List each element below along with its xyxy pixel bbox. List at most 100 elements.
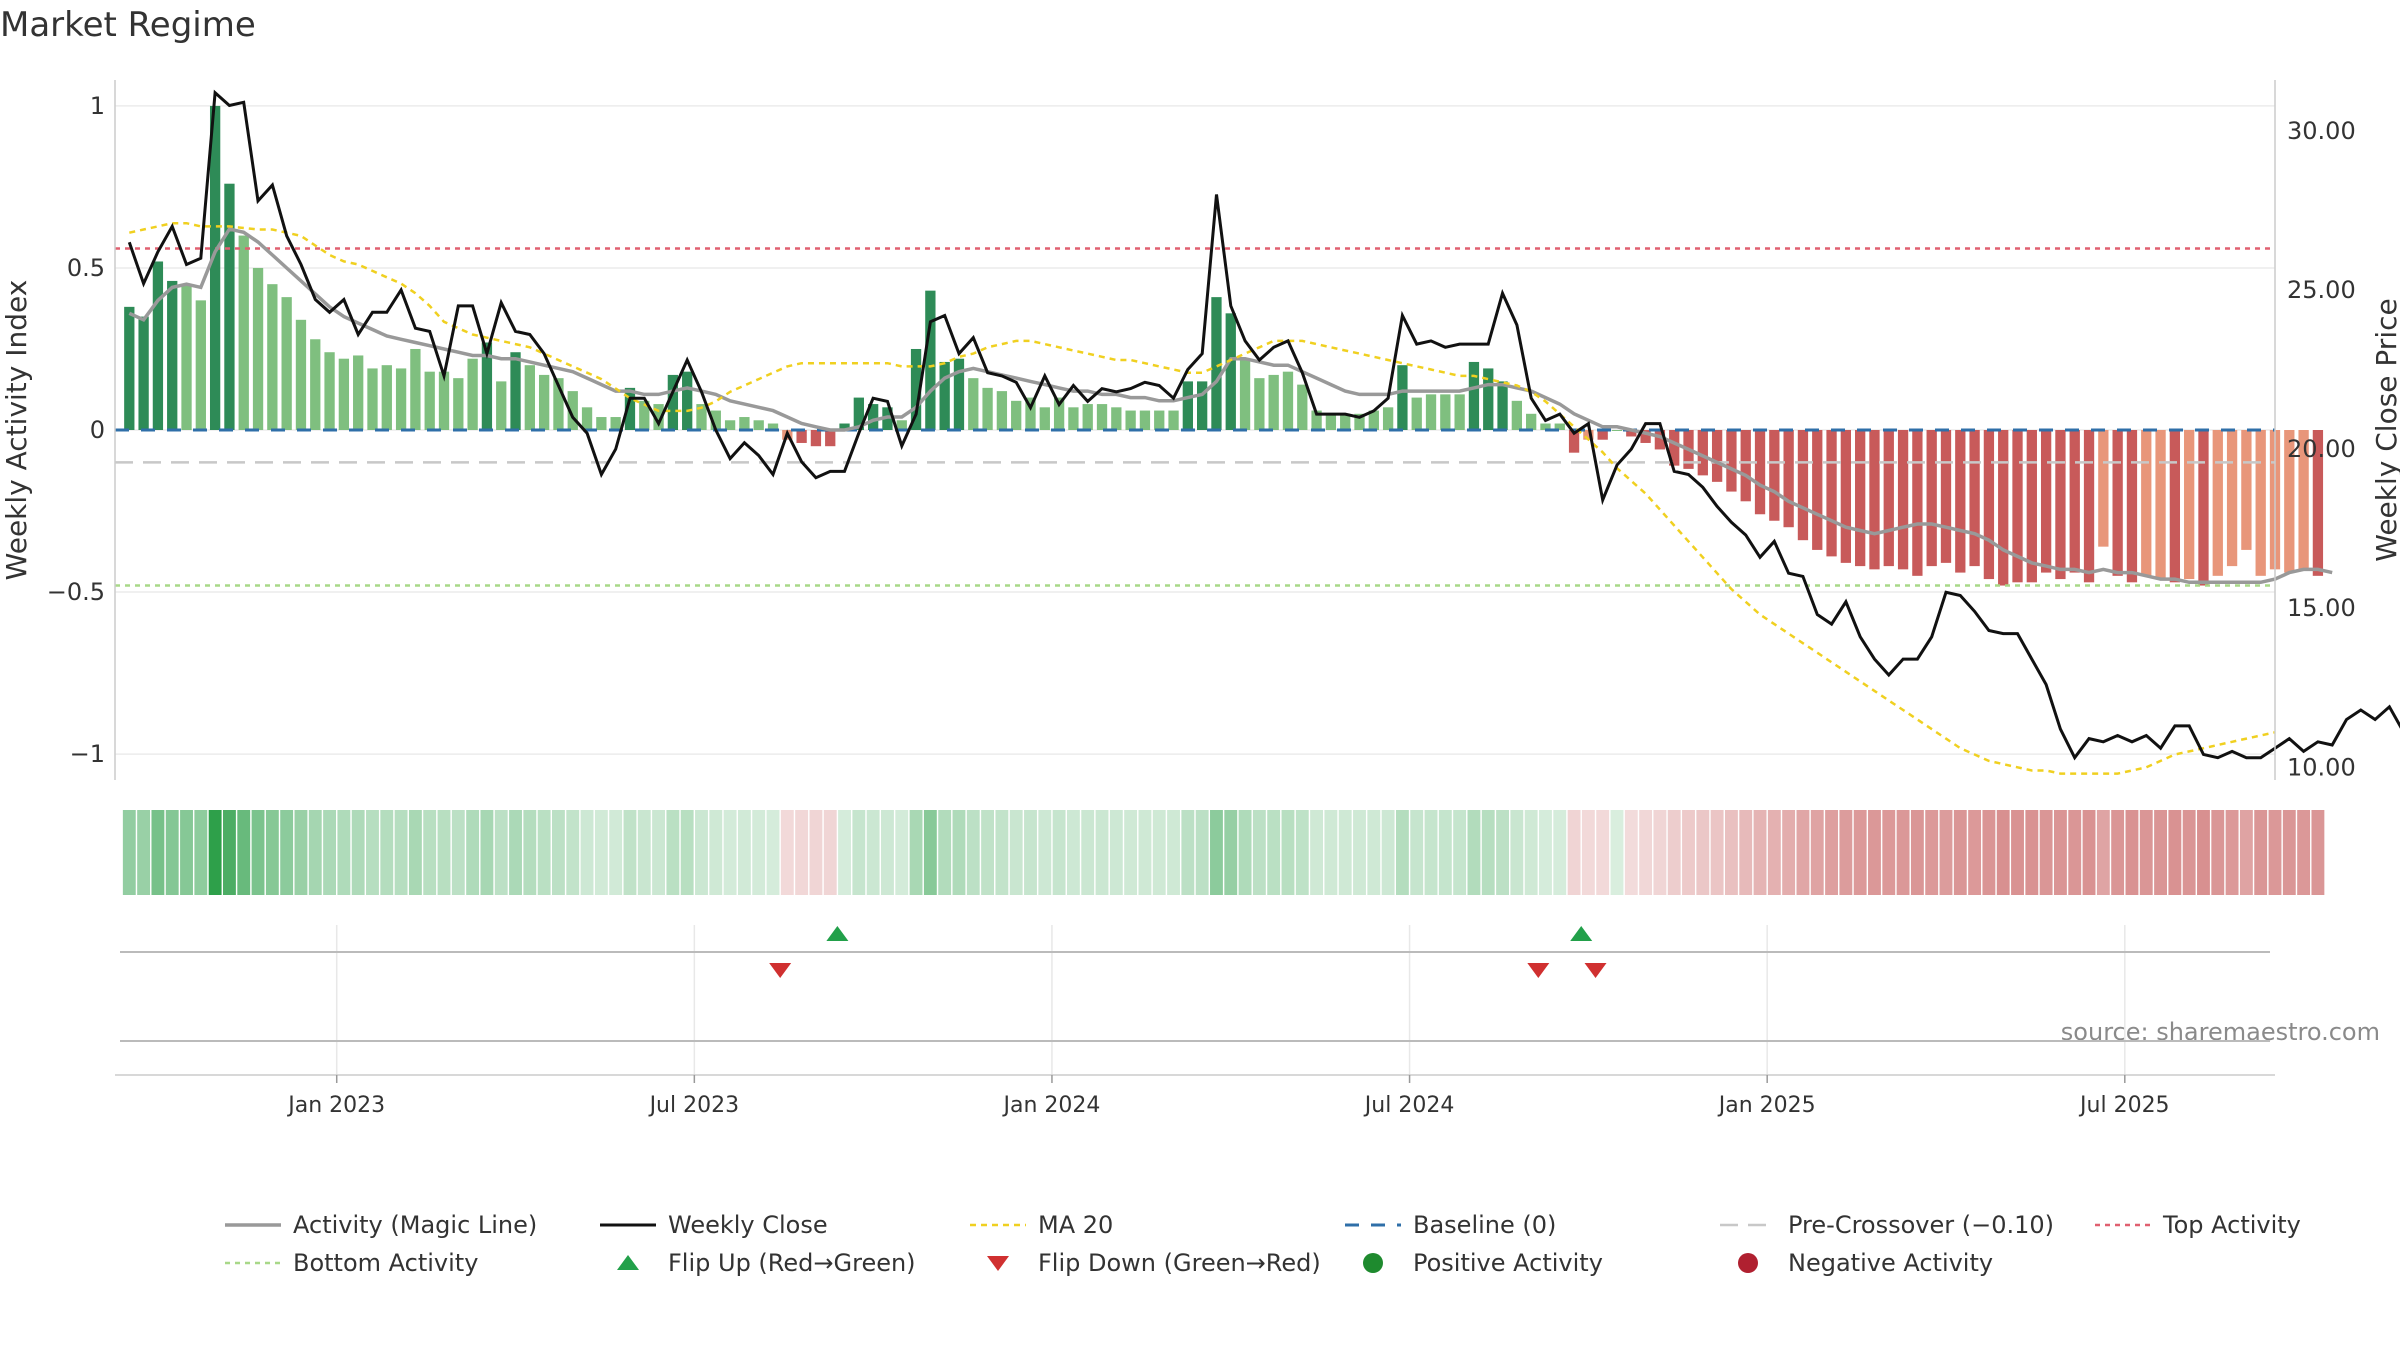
reference-lines [115, 247, 2275, 587]
regime-cell [838, 810, 851, 895]
regime-cell [1367, 810, 1381, 895]
activity-bar [1568, 430, 1580, 453]
regime-cell [251, 810, 265, 895]
regime-cell [323, 810, 337, 895]
regime-cell [938, 810, 952, 895]
activity-bar [2298, 430, 2309, 570]
regime-cell [923, 810, 937, 895]
regime-cell [1939, 810, 1953, 895]
regime-cell [180, 810, 193, 895]
regime-cell [637, 810, 651, 895]
legend-label: Weekly Close [668, 1211, 828, 1239]
activity-bar [1711, 430, 1723, 482]
regime-cell [1238, 810, 1252, 895]
regime-cell [408, 810, 422, 895]
activity-bar [825, 430, 836, 447]
activity-bar [438, 371, 450, 430]
activity-bar [2055, 430, 2066, 580]
activity-bar [338, 358, 350, 430]
activity-bar [839, 423, 850, 430]
activity-bar [1197, 381, 1208, 430]
activity-bar [982, 387, 993, 430]
activity-bar [1897, 430, 1909, 570]
legend-label: Negative Activity [1788, 1249, 1993, 1277]
activity-bar [1697, 430, 1708, 476]
regime-cell [1310, 810, 1324, 895]
regime-cell [1553, 810, 1567, 895]
activity-bar [524, 365, 535, 430]
activity-bar [281, 297, 292, 430]
regime-cell [494, 810, 508, 895]
activity-bar [424, 371, 435, 430]
regime-cell [1953, 810, 1967, 895]
activity-bar [1111, 407, 1122, 430]
activity-bar [2098, 430, 2109, 547]
regime-cell [594, 810, 608, 895]
x-tick-label: Jan 2024 [1002, 1093, 1101, 1118]
regime-cell [423, 810, 437, 895]
legend-marker-swatch [617, 1255, 639, 1270]
regime-cell [1853, 810, 1867, 895]
activity-bar [910, 348, 922, 430]
activity-bar [1340, 413, 1351, 430]
activity-bar [1754, 430, 1766, 515]
regime-cell [909, 810, 923, 895]
regime-cell [952, 810, 966, 895]
regime-cell [823, 810, 837, 895]
activity-bar [1268, 374, 1279, 430]
activity-bar [1812, 430, 1823, 550]
regime-cell [2311, 810, 2325, 895]
activity-bar [1411, 397, 1422, 430]
activity-bar [1282, 371, 1294, 430]
activity-bar [1940, 430, 1952, 563]
regime-cell [1767, 810, 1781, 895]
regime-cell [2182, 810, 2196, 895]
legend-label: Baseline (0) [1413, 1211, 1556, 1239]
activity-bar [1011, 400, 1022, 430]
regime-cell [1281, 810, 1295, 895]
activity-bar [224, 183, 235, 430]
activity-bar [538, 374, 550, 430]
regime-cell [1167, 810, 1180, 895]
legend-label: MA 20 [1038, 1211, 1113, 1239]
regime-cell [2282, 810, 2296, 895]
regime-cell [981, 810, 995, 895]
regime-cell [1739, 810, 1753, 895]
y-tick-right-label: 25.00 [2287, 276, 2356, 304]
activity-bar [1182, 381, 1193, 430]
activity-bar [1239, 358, 1251, 430]
regime-cell [1124, 810, 1138, 895]
regime-cell [194, 810, 208, 895]
activity-bar [2241, 430, 2252, 550]
regime-cell [580, 810, 594, 895]
regime-cell [852, 810, 866, 895]
legend-swatch-flipup [617, 1255, 639, 1270]
y-tick-right-label: 10.00 [2287, 753, 2356, 781]
regime-cell [1868, 810, 1881, 895]
regime-cell [451, 810, 465, 895]
weekly-close-line [127, 89, 2400, 761]
activity-bar [2284, 430, 2295, 573]
legend-swatch-pos [1363, 1253, 1383, 1273]
activity-bar [1826, 430, 1837, 557]
regime-cell [2096, 810, 2110, 895]
activity-bar [267, 284, 278, 430]
axes: 1 0.5 0 −0.5 −1 30.00 25.00 20.00 15.00 10.00 Jan … [47, 80, 2356, 1118]
regime-cell [566, 810, 580, 895]
regime-cell [1410, 810, 1424, 895]
series-lines [127, 89, 2400, 775]
regime-cell [709, 810, 723, 895]
regime-cell [2197, 810, 2210, 895]
y-tick-left-label: −1 [70, 740, 105, 768]
regime-cell [1295, 810, 1309, 895]
regime-cell [265, 810, 279, 895]
activity-bar [1526, 413, 1537, 430]
regime-cell [437, 810, 451, 895]
regime-cell [366, 810, 379, 895]
activity-bar [295, 319, 307, 430]
regime-cell [380, 810, 394, 895]
flip-down-marker [1584, 963, 1607, 978]
regime-cell [680, 810, 694, 895]
activity-bar [1382, 407, 1394, 430]
